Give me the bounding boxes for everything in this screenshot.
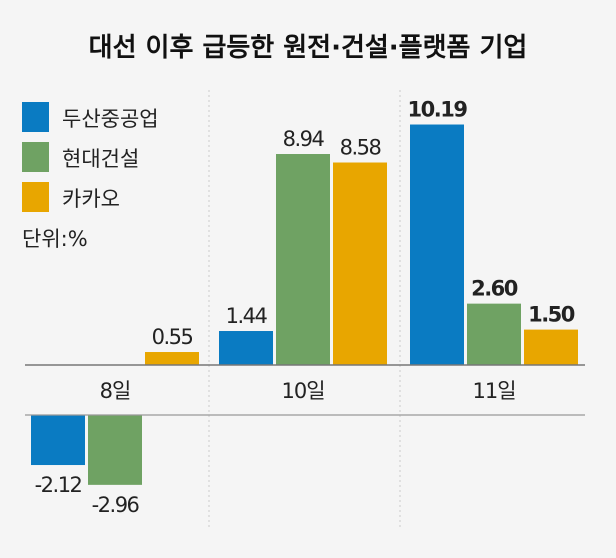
bar	[276, 154, 330, 365]
bar	[145, 352, 199, 365]
legend-swatch	[22, 102, 49, 132]
category-label: 11일	[472, 379, 515, 403]
data-label: 0.55	[152, 325, 193, 349]
data-labels: -2.12 -2.96 0.55 1.44 8.94 8.58 10.19 2.60 1.50	[35, 98, 577, 517]
bar	[467, 303, 521, 365]
bar	[410, 124, 464, 366]
bar	[333, 162, 387, 365]
legend-label: 카카오	[62, 187, 120, 211]
category-label: 8일	[100, 379, 131, 403]
bar	[31, 415, 85, 466]
bar	[88, 415, 142, 485]
data-label: -2.12	[35, 473, 82, 497]
legend-label: 두산중공업	[62, 107, 159, 131]
data-label: 10.19	[408, 98, 468, 122]
data-label: -2.96	[92, 493, 140, 517]
data-label: 1.44	[226, 304, 268, 328]
bar	[524, 329, 578, 365]
category-labels: 8일 10일 11일	[100, 379, 517, 403]
unit-label: 단위:%	[22, 227, 88, 251]
data-label: 2.60	[471, 277, 518, 301]
data-label: 8.58	[340, 136, 381, 160]
bar	[219, 331, 273, 365]
bars	[31, 124, 578, 485]
data-label: 8.94	[283, 127, 325, 151]
legend-swatch	[22, 142, 49, 172]
legend-swatch	[22, 182, 49, 212]
category-label: 10일	[281, 379, 324, 403]
group-separators	[208, 90, 401, 530]
data-label: 1.50	[528, 303, 575, 327]
legend-label: 현대건설	[62, 147, 139, 171]
chart-title: 대선 이후 급등한 원전·건설·플랫폼 기업	[89, 33, 528, 63]
